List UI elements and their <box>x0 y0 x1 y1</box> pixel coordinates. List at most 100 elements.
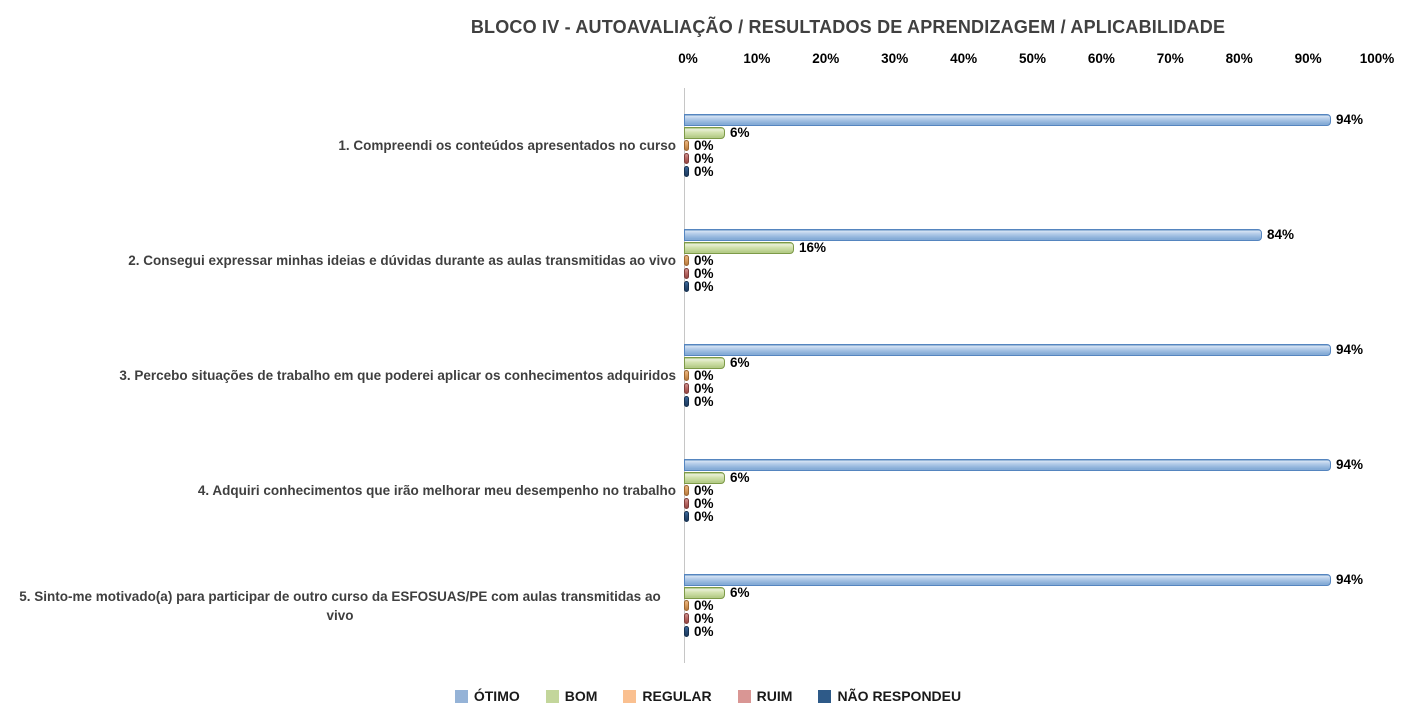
value-label: 84% <box>1267 227 1295 242</box>
bar-row: 94% <box>684 573 1363 586</box>
category-label: 1. Compreendi os conteúdos apresentados … <box>338 138 676 153</box>
value-label: 0% <box>694 483 714 498</box>
value-label: 0% <box>694 496 714 511</box>
bar-regular <box>684 140 689 151</box>
legend-swatch-icon <box>737 689 751 703</box>
x-axis-tick: 80% <box>1225 51 1253 66</box>
category-row: 2. Consegui expressar minhas ideias e dú… <box>0 203 676 318</box>
legend-label: BOM <box>564 688 598 704</box>
bar-nao-respondeu <box>684 166 689 177</box>
bar-otimo <box>684 573 1331 586</box>
value-label: 0% <box>694 598 714 613</box>
bar-row: 6% <box>684 586 750 599</box>
value-label: 0% <box>694 138 714 153</box>
bar-otimo <box>684 228 1262 241</box>
bar-row: 0% <box>684 625 714 638</box>
bar-row: 6% <box>684 471 750 484</box>
bar-nao-respondeu <box>684 396 689 407</box>
category-row: 4. Adquiri conhecimentos que irão melhor… <box>0 433 676 548</box>
bar-regular <box>684 370 689 381</box>
category-label: 5. Sinto-me motivado(a) para participar … <box>19 588 661 623</box>
legend-label: NÃO RESPONDEU <box>837 688 962 704</box>
bar-ruim <box>684 613 689 624</box>
x-axis-tick: 40% <box>950 51 978 66</box>
category-row: 1. Compreendi os conteúdos apresentados … <box>0 88 676 203</box>
value-label: 0% <box>694 266 714 281</box>
chart-title: BLOCO IV - AUTOAVALIAÇÃO / RESULTADOS DE… <box>470 17 1226 37</box>
x-axis-tick: 90% <box>1294 51 1322 66</box>
legend-item-ruim: RUIM <box>737 688 793 704</box>
value-label: 6% <box>730 470 750 485</box>
value-label: 6% <box>730 125 750 140</box>
bar-row: 0% <box>684 280 714 293</box>
bar-bom <box>684 241 794 254</box>
bar-row: 94% <box>684 343 1363 356</box>
legend-label: ÓTIMO <box>473 688 520 704</box>
bar-row: 0% <box>684 152 714 165</box>
bar-row: 0% <box>684 267 714 280</box>
legend: ÓTIMO BOM REGULAR RUIM NÃO RESPONDEU <box>0 685 1416 707</box>
bar-regular <box>684 600 689 611</box>
bar-row: 6% <box>684 126 750 139</box>
legend-label: REGULAR <box>642 688 712 704</box>
x-axis-tick: 50% <box>1018 51 1047 66</box>
value-label: 94% <box>1336 572 1364 587</box>
bar-row: 0% <box>684 612 714 625</box>
value-label: 0% <box>694 611 714 626</box>
value-label: 16% <box>799 240 827 255</box>
category-row: 5. Sinto-me motivado(a) para participar … <box>0 548 676 663</box>
category-row: 3. Percebo situações de trabalho em que … <box>0 318 676 433</box>
value-label: 0% <box>694 509 714 524</box>
bar-otimo <box>684 343 1331 356</box>
value-label: 0% <box>694 151 714 166</box>
bar-row: 0% <box>684 497 714 510</box>
value-label: 0% <box>694 368 714 383</box>
bar-row: 84% <box>684 228 1294 241</box>
bar-row: 0% <box>684 139 714 152</box>
category-label: 2. Consegui expressar minhas ideias e dú… <box>128 253 676 268</box>
bar-regular <box>684 255 689 266</box>
bar-otimo <box>684 113 1331 126</box>
x-axis-tick: 10% <box>743 51 771 66</box>
value-label: 94% <box>1336 342 1364 357</box>
legend-swatch-icon <box>545 689 559 703</box>
bar-row: 6% <box>684 356 750 369</box>
value-label: 0% <box>694 164 714 179</box>
bar-nao-respondeu <box>684 511 689 522</box>
bar-row: 0% <box>684 254 714 267</box>
value-label: 94% <box>1336 112 1364 127</box>
category-label: 3. Percebo situações de trabalho em que … <box>119 368 676 383</box>
bar-ruim <box>684 383 689 394</box>
bar-otimo <box>684 458 1331 471</box>
bar-row: 94% <box>684 458 1363 471</box>
x-axis-tick: 60% <box>1087 51 1115 66</box>
value-label: 0% <box>694 394 714 409</box>
bar-bom <box>684 586 725 599</box>
value-label: 0% <box>694 624 714 639</box>
legend-swatch-icon <box>623 689 637 703</box>
bar-bom <box>684 356 725 369</box>
value-label: 0% <box>694 253 714 268</box>
value-label: 6% <box>730 585 750 600</box>
legend-swatch-icon <box>454 689 468 703</box>
legend-item-nao-respondeu: NÃO RESPONDEU <box>818 688 961 704</box>
bar-row: 0% <box>684 165 714 178</box>
bar-ruim <box>684 268 689 279</box>
value-label: 6% <box>730 355 750 370</box>
bar-nao-respondeu <box>684 281 689 292</box>
x-axis-tick: 100% <box>1359 51 1395 66</box>
bar-ruim <box>684 153 689 164</box>
legend-item-otimo: ÓTIMO <box>454 688 520 704</box>
bar-row: 0% <box>684 484 714 497</box>
x-axis-tick: 0% <box>678 51 698 66</box>
value-label: 0% <box>694 279 714 294</box>
bar-bom <box>684 126 725 139</box>
legend-label: RUIM <box>756 688 793 704</box>
bar-row: 0% <box>684 369 714 382</box>
category-label: 4. Adquiri conhecimentos que irão melhor… <box>197 483 676 498</box>
legend-item-bom: BOM <box>545 688 598 704</box>
bar-row: 94% <box>684 113 1363 126</box>
value-label: 0% <box>694 381 714 396</box>
bar-row: 0% <box>684 510 714 523</box>
